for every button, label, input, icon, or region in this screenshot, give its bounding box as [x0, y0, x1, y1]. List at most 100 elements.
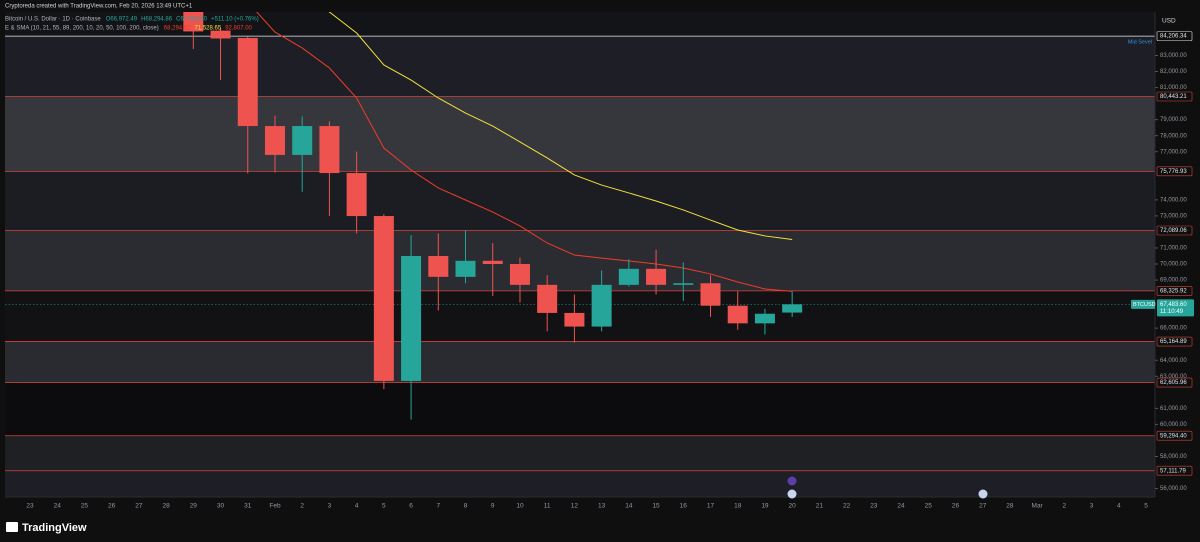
band [5, 171, 1155, 231]
y-tick-label: 74,000.00 [1160, 197, 1187, 203]
band [5, 230, 1155, 291]
x-tick-label: 2 [1063, 503, 1067, 510]
candle-body [782, 304, 803, 313]
level-label: 62,605.96 [1160, 380, 1187, 386]
x-tick-label: Mar [1032, 503, 1044, 510]
candle-body [210, 30, 231, 39]
x-tick-label: 9 [491, 503, 495, 510]
x-tick-label: 6 [409, 503, 413, 510]
event-icon[interactable] [787, 476, 797, 486]
x-tick-label: 23 [26, 503, 34, 510]
candle-body [373, 216, 394, 381]
x-tick-label: 21 [816, 503, 824, 510]
y-tick-label: 73,000.00 [1160, 213, 1187, 219]
ohlc-value: +511.10 (+0.76%) [211, 17, 259, 23]
candle-body [591, 284, 612, 327]
x-tick-label: 27 [979, 503, 987, 510]
band [5, 341, 1155, 383]
y-tick-label: 63,000.00 [1160, 374, 1187, 380]
x-tick-label: 19 [761, 503, 769, 510]
x-tick-label: 24 [897, 503, 905, 510]
level-label-box [1156, 465, 1193, 476]
legend-value: 92,807.00 [225, 26, 252, 32]
brand-name: TradingView [22, 522, 87, 534]
level-label: 72,089.06 [1160, 228, 1187, 234]
x-tick-label: 14 [625, 503, 633, 510]
level-label: 84,206.34 [1160, 34, 1187, 40]
candle-body [319, 126, 340, 174]
candle-body [509, 264, 530, 285]
plot-area: Mid Sevel [5, 12, 1155, 497]
y-tick-label: 64,000.00 [1160, 358, 1187, 364]
candle-body [754, 313, 775, 324]
candle-body [673, 283, 694, 285]
level-label-box [1156, 377, 1193, 388]
x-tick-label: 23 [870, 503, 878, 510]
y-tick-label: 71,000.00 [1160, 246, 1187, 252]
x-tick-label: 10 [516, 503, 524, 510]
band [5, 382, 1155, 436]
x-tick-label: 30 [217, 503, 225, 510]
band [5, 36, 1155, 97]
y-tick-label: 61,000.00 [1160, 406, 1187, 412]
level-label-box [1156, 286, 1193, 296]
y-tick-label: 77,000.00 [1160, 149, 1187, 155]
y-tick-label: 70,000.00 [1160, 262, 1187, 268]
x-tick-label: 26 [952, 503, 960, 510]
level-label-box [1156, 225, 1193, 236]
x-tick-label: 25 [81, 503, 89, 510]
level-label-box [1156, 31, 1193, 41]
annotation: Mid Sevel [1128, 40, 1152, 46]
x-tick-label: 3 [328, 503, 332, 510]
event-icon[interactable] [787, 489, 797, 499]
x-tick-label: 4 [1117, 503, 1121, 510]
x-tick-label: 15 [652, 503, 660, 510]
x-tick-label: 8 [464, 503, 468, 510]
candle-body [618, 268, 639, 285]
event-icon[interactable] [978, 489, 988, 499]
ohlc-value: C67,483.60 [176, 17, 208, 23]
level-label: 68,325.92 [1160, 288, 1187, 294]
level-label-box [1156, 166, 1193, 177]
x-tick-label: 5 [382, 503, 386, 510]
x-tick-label: 13 [598, 503, 606, 510]
x-tick-label: 28 [1006, 503, 1014, 510]
symbol-box [1131, 299, 1155, 309]
y-tick-label: 83,000.00 [1160, 53, 1187, 59]
candle-body [183, 12, 204, 32]
symbol-title: Bitcoin / U.S. Dollar · 1D · Coinbase [5, 17, 101, 23]
level-label-box [1156, 336, 1193, 347]
ohlc-value: O66,972.49 [106, 17, 138, 23]
candle-body [727, 305, 748, 324]
y-tick-label: 56,000.00 [1160, 486, 1187, 492]
candle-body [564, 312, 585, 327]
y-tick-label: 66,000.00 [1160, 326, 1187, 332]
event-icons [787, 476, 988, 499]
candle-body [292, 126, 313, 155]
level-label: 57,111.79 [1160, 468, 1186, 474]
y-tick-label: 82,000.00 [1160, 69, 1187, 75]
last-price-label: 67,483.60 [1160, 302, 1187, 308]
watermark: Cryptoreda created with TradingView.com,… [5, 4, 193, 10]
candle-body [237, 38, 258, 127]
level-label: 59,294.40 [1160, 433, 1187, 439]
x-tick-label: 11 [544, 503, 551, 510]
x-tick-label: 3 [1090, 503, 1094, 510]
x-tick-label: 4 [355, 503, 359, 510]
ma-line [256, 12, 793, 292]
x-tick-label: 5 [1144, 503, 1148, 510]
level-label-box [1156, 430, 1193, 441]
legend-value: 68,294.62 [164, 26, 191, 32]
candle-body [700, 283, 721, 306]
x-tick-label: 24 [54, 503, 62, 510]
legend-value: 71,528.65 [194, 26, 221, 32]
symbol-label: BTCUSD [1133, 302, 1156, 308]
x-tick-label: 7 [436, 503, 440, 510]
y-tick-label: 81,000.00 [1160, 85, 1187, 91]
ohlc-value: H68,294.86 [141, 17, 173, 23]
x-tick-label: 17 [707, 503, 715, 510]
candle-body [537, 284, 558, 313]
candle-body [346, 173, 367, 217]
